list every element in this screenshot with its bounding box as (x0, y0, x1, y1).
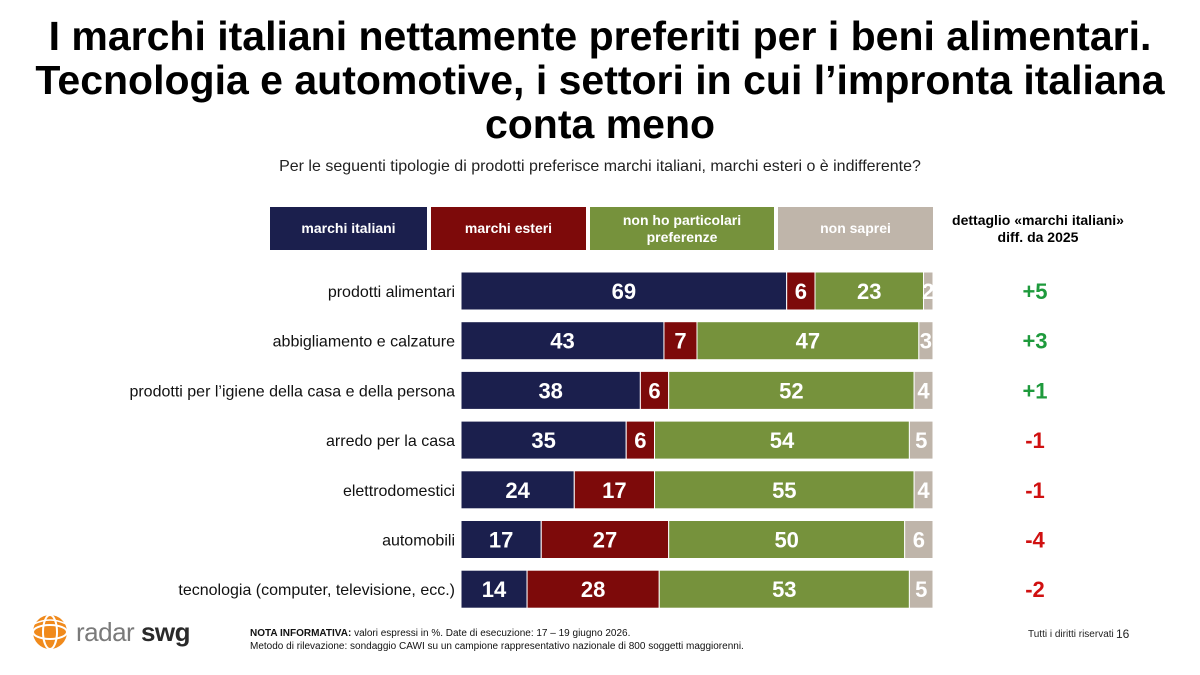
data-label: 69 (612, 279, 636, 304)
data-label: 6 (634, 428, 646, 453)
bar-segment (639, 370, 670, 410)
bar-segment (696, 321, 920, 361)
bar-segment (913, 470, 934, 510)
bar-segment (460, 321, 665, 361)
bar-segment (913, 370, 934, 410)
data-label: 17 (602, 478, 626, 503)
data-label: 55 (772, 478, 796, 503)
bar-segment (460, 520, 542, 559)
bar-segment (923, 271, 934, 311)
rights-text: Tutti i diritti riservati (1028, 629, 1114, 640)
method-text: Metodo di rilevazione: sondaggio CAWI su… (250, 641, 744, 652)
legend-label: marchi italiani (301, 220, 396, 236)
data-label: 35 (531, 428, 555, 453)
bar-segment (573, 470, 656, 510)
bar-segment (460, 420, 627, 460)
category-label: prodotti alimentari (328, 284, 455, 301)
data-label: 3 (920, 329, 932, 354)
page-title: I marchi italiani nettamente preferiti p… (35, 13, 1165, 147)
data-label: 27 (593, 528, 617, 553)
data-label: 6 (913, 528, 925, 553)
data-label: 28 (581, 577, 605, 602)
category-label: arredo per la casa (326, 433, 455, 450)
footer-note: NOTA INFORMATIVA: valori espressi in %. … (250, 627, 744, 653)
bar-segment (654, 420, 910, 460)
data-label: 5 (915, 577, 927, 602)
logo-text: radar swg (76, 616, 191, 648)
data-label: 6 (648, 378, 660, 403)
bar-segment (540, 520, 670, 559)
page-number: 16 (1116, 627, 1130, 641)
bar-segment (460, 370, 641, 410)
bar-segment (908, 569, 934, 609)
bar-segment (904, 520, 934, 559)
bar-segment (663, 321, 698, 361)
orange-globe-icon (32, 614, 68, 650)
category-label: tecnologia (computer, televisione, ecc.) (178, 582, 455, 599)
data-label: 53 (772, 577, 796, 602)
diff-label: -1 (1025, 478, 1045, 503)
diff-label: -4 (1025, 528, 1045, 553)
category-label: automobili (382, 533, 455, 550)
data-label: 24 (505, 478, 530, 503)
data-label: 47 (796, 329, 820, 354)
diff-label: -2 (1025, 577, 1045, 602)
data-label: 4 (917, 378, 930, 403)
bar-segment (658, 569, 910, 609)
data-label: 17 (489, 528, 513, 553)
bar-segment (814, 271, 925, 311)
diff-label: +5 (1022, 279, 1047, 304)
bar-segment (668, 370, 915, 410)
bar-segment (908, 420, 934, 460)
note-text: valori espressi in %. Date di esecuzione… (354, 628, 631, 639)
legend-label: marchi esteri (464, 220, 553, 236)
data-label: 7 (674, 329, 686, 354)
category-label: prodotti per l’igiene della casa e della… (129, 383, 455, 400)
legend-label: non saprei (820, 220, 891, 236)
data-label: 52 (779, 378, 803, 403)
logo-part1: radar (76, 616, 135, 647)
data-label: 5 (915, 428, 927, 453)
diff-label: +3 (1022, 329, 1047, 354)
data-label: 14 (482, 577, 507, 602)
data-label: 54 (770, 428, 795, 453)
bar-segment (668, 520, 906, 559)
legend-marchi-italiani: marchi italiani (270, 207, 427, 250)
data-label: 43 (550, 329, 574, 354)
diff-column-header: dettaglio «marchi italiani» diff. da 202… (952, 212, 1124, 245)
data-label: 50 (774, 528, 798, 553)
bar-segment (526, 569, 660, 609)
legend-label: non ho particolari preferenze (622, 211, 742, 245)
logo: radar swg (30, 612, 191, 652)
chart-subtitle: Per le seguenti tipologie di prodotti pr… (279, 158, 921, 175)
category-label: elettrodomestici (343, 483, 455, 500)
data-label: 2 (922, 279, 934, 304)
data-label: 4 (917, 478, 930, 503)
bar-segment (654, 470, 915, 510)
legend-marchi-esteri: marchi esteri (431, 207, 586, 250)
legend-non-ho-preferenze: non ho particolari preferenze (590, 207, 774, 250)
category-label: abbigliamento e calzature (273, 334, 455, 351)
data-label: 23 (857, 279, 881, 304)
diff-label: +1 (1022, 378, 1047, 403)
bar-segment (918, 321, 934, 361)
data-label: 6 (795, 279, 807, 304)
diff-label: -1 (1025, 428, 1045, 453)
note-label: NOTA INFORMATIVA: (250, 628, 352, 639)
legend-non-saprei: non saprei (778, 207, 933, 250)
logo-part2: swg (140, 616, 191, 647)
data-label: 38 (538, 378, 562, 403)
